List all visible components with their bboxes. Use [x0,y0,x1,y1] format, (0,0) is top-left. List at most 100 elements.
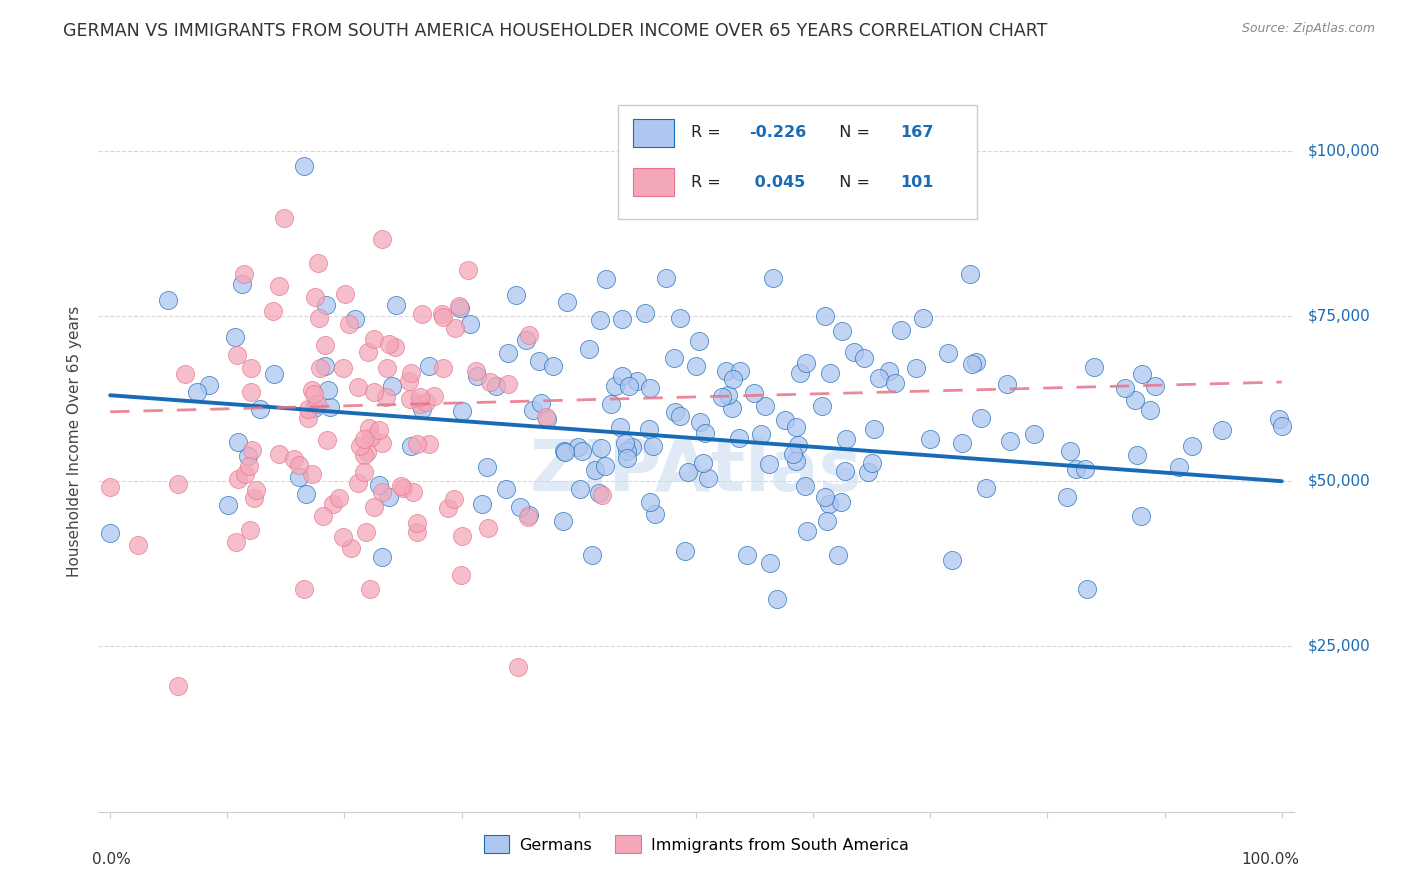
Point [224,330,246,344]
Point [240,443,263,458]
Point [818,498,841,512]
Point [664,404,686,418]
Point [1074,462,1097,476]
Point [844,344,866,359]
Point [225,535,247,549]
Point [1076,582,1098,596]
Point [912,310,935,325]
Point [589,313,612,327]
Point [673,543,696,558]
Point [283,451,305,466]
Point [814,309,837,323]
Text: R =: R = [692,125,727,140]
Point [197,377,219,392]
Point [918,433,941,447]
Point [231,277,253,291]
Point [517,509,540,524]
Point [941,552,963,566]
Point [477,521,499,535]
Point [638,381,661,395]
Point [308,361,330,376]
Point [1267,411,1289,425]
Point [477,460,499,475]
Point [242,491,264,505]
Point [581,549,603,563]
Point [588,486,610,500]
Text: 0.045: 0.045 [749,175,806,190]
Point [754,399,776,413]
Point [328,491,350,505]
Point [1139,403,1161,417]
Point [643,439,665,453]
Point [405,516,427,530]
Point [717,388,740,402]
Text: N =: N = [830,125,875,140]
Point [758,457,780,471]
Point [465,364,488,378]
Point [695,425,717,440]
Point [444,320,467,334]
Point [315,433,337,447]
Text: GERMAN VS IMMIGRANTS FROM SOUTH AMERICA HOUSEHOLDER INCOME OVER 65 YEARS CORRELA: GERMAN VS IMMIGRANTS FROM SOUTH AMERICA … [63,22,1047,40]
Point [950,436,973,450]
Point [578,342,600,356]
Point [583,463,606,477]
Point [723,372,745,386]
Point [339,541,361,556]
Point [884,376,907,390]
Text: 100.0%: 100.0% [1241,853,1299,867]
Point [782,447,804,461]
Point [811,399,834,413]
Point [860,456,883,470]
Point [232,267,254,281]
Point [370,232,392,246]
Point [1064,462,1087,476]
Text: 167: 167 [901,125,934,140]
Point [749,427,772,442]
Point [316,383,339,397]
Point [834,464,856,478]
FancyBboxPatch shape [619,104,977,219]
Point [669,310,692,325]
Point [1181,439,1204,453]
Point [830,495,852,509]
Point [616,450,638,465]
Point [356,445,378,459]
Point [450,404,472,418]
Point [711,390,734,404]
Point [332,360,354,375]
Point [868,371,890,385]
Point [304,290,326,304]
Point [509,500,531,514]
Point [835,432,858,446]
Point [465,368,488,383]
Point [353,432,375,446]
Point [245,483,267,497]
FancyBboxPatch shape [633,169,673,196]
Point [288,458,311,472]
Point [1271,419,1294,434]
Point [409,390,432,404]
Point [314,359,336,373]
Point [555,294,578,309]
Point [381,379,404,393]
Point [517,508,540,522]
Point [522,403,544,417]
Point [269,278,291,293]
Point [432,360,454,375]
Point [553,444,575,458]
Point [593,458,616,473]
Point [793,478,815,492]
Text: 0.0%: 0.0% [93,853,131,867]
Point [742,386,765,401]
Point [960,357,983,371]
Point [367,423,389,437]
Point [720,401,742,416]
Point [863,422,886,436]
Point [418,437,440,451]
Point [267,447,290,461]
Point [301,383,323,397]
Point [852,351,875,365]
Point [794,355,817,369]
Point [450,529,472,543]
